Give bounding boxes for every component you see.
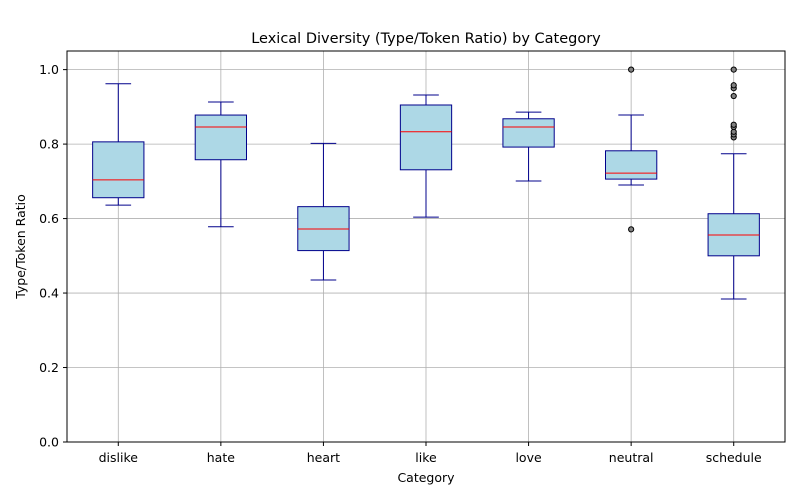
box-love — [502, 111, 555, 182]
iqr-box — [194, 114, 247, 161]
box-like — [399, 94, 453, 218]
axis-ticks: 0.0 0.2 0.4 0.6 0.8 1.0 dislike hate heart like lo… — [39, 62, 762, 465]
box-dislike — [92, 83, 145, 206]
iqr-box — [605, 150, 658, 180]
boxes — [92, 66, 760, 300]
y-tick-label: 0.6 — [39, 211, 59, 226]
x-tick-label-neutral: neutral — [609, 450, 654, 465]
y-tick-label: 1.0 — [39, 62, 59, 77]
outlier-point — [730, 82, 737, 89]
iqr-box — [92, 141, 145, 199]
x-tick-label-dislike: dislike — [99, 450, 139, 465]
outlier-point — [628, 66, 635, 73]
outlier-point — [628, 226, 635, 233]
box-schedule — [707, 66, 760, 300]
y-tick-label: 0.4 — [39, 286, 59, 301]
x-tick-label-like: like — [415, 450, 437, 465]
iqr-box — [399, 104, 453, 171]
box-heart — [297, 142, 350, 281]
chart-title: Lexical Diversity (Type/Token Ratio) by … — [251, 31, 601, 47]
y-tick-label: 0.2 — [39, 360, 59, 375]
outlier-point — [730, 66, 737, 73]
y-axis-label: Type/Token Ratio — [13, 194, 28, 300]
box-hate — [194, 101, 247, 228]
iqr-box — [502, 118, 555, 148]
outlier-point — [730, 121, 737, 128]
x-tick-label-hate: hate — [207, 450, 235, 465]
y-tick-label: 0.0 — [39, 435, 59, 450]
box-neutral — [605, 66, 658, 233]
x-axis-label: Category — [397, 470, 455, 485]
x-tick-label-heart: heart — [307, 450, 340, 465]
y-tick-label: 0.8 — [39, 137, 59, 152]
x-tick-label-love: love — [515, 450, 542, 465]
outlier-point — [730, 92, 737, 100]
x-tick-label-schedule: schedule — [706, 450, 762, 465]
